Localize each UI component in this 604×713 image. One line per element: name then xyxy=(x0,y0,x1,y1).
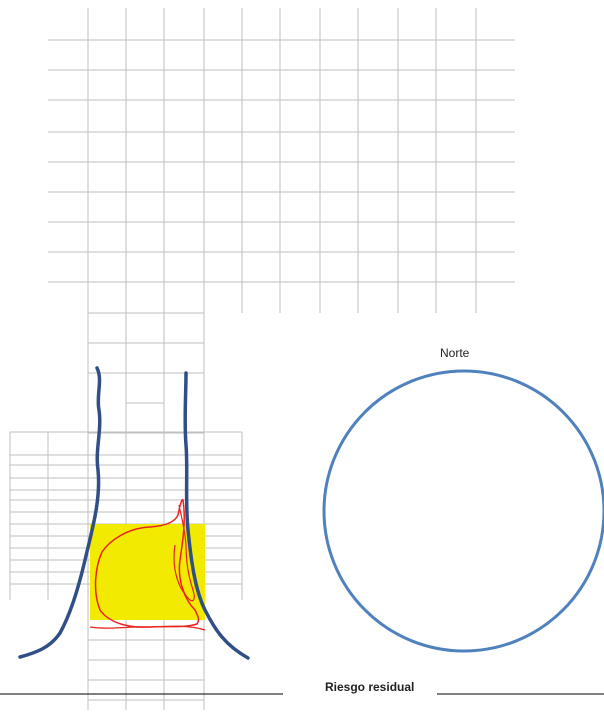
river-left xyxy=(18,366,102,659)
red-zone-lower xyxy=(89,625,206,631)
north-label: Norte xyxy=(440,346,470,360)
red-zone-inner xyxy=(173,504,195,602)
river-right xyxy=(183,371,250,660)
compass-circle xyxy=(322,369,604,653)
residual-risk-label: Riesgo residual xyxy=(325,680,415,694)
upper-grid xyxy=(48,8,515,313)
